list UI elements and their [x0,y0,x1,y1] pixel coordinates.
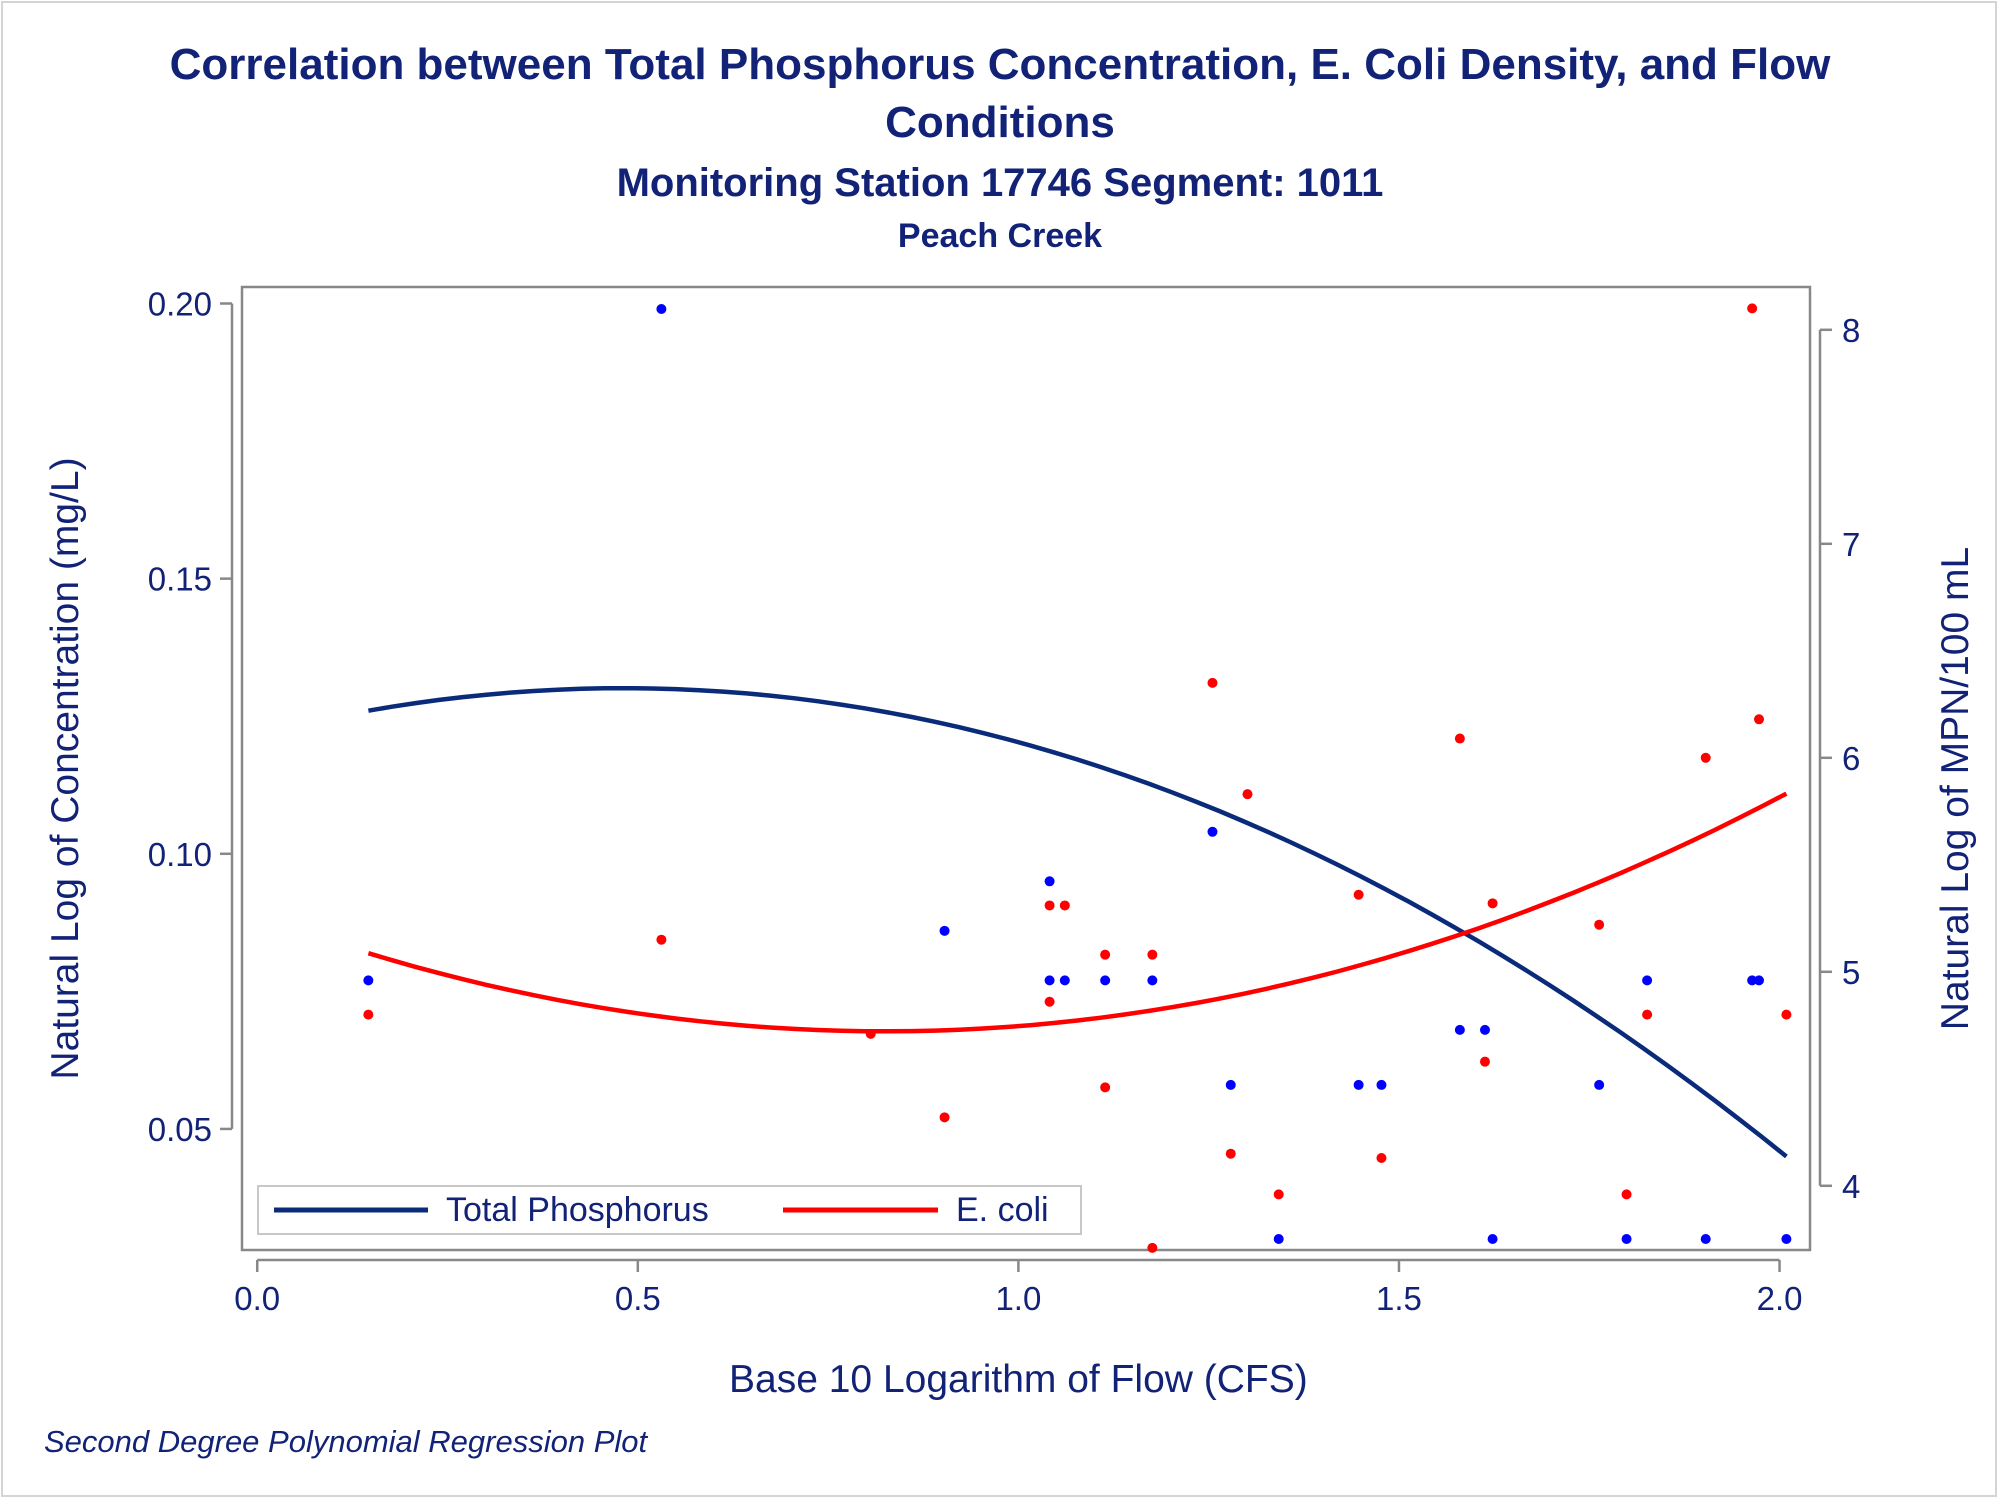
ecoli-point [1100,949,1111,960]
chart-title: Correlation between Total Phosphorus Con… [169,40,1831,147]
phosphorus-point [1353,1079,1364,1090]
ecoli-point [1353,889,1364,900]
phosphorus-point [1044,876,1055,887]
phosphorus-point [1747,975,1758,986]
phosphorus-point [363,975,374,986]
phosphorus-point [1207,826,1218,837]
phosphorus-point [1700,1233,1711,1244]
ecoli-point [1454,733,1465,744]
ecoli-point [1147,1242,1158,1253]
ecoli-point [1487,898,1498,909]
phosphorus-point [1781,1233,1792,1244]
y-left-tick-label: 0.05 [148,1111,212,1148]
legend-phosphorus-label: Total Phosphorus [446,1191,709,1229]
x-tick-label: 0.0 [234,1280,280,1317]
ecoli-point [1594,919,1605,930]
y-left-tick-label: 0.15 [148,561,212,598]
ecoli-point [363,1009,374,1020]
y-left-axis-label: Natural Log of Concentration (mg/L) [44,457,87,1079]
ecoli-point [1747,303,1758,314]
ecoli-point [1642,1009,1653,1020]
data-marks [363,303,1792,1253]
legend-ecoli-label: E. coli [956,1191,1049,1229]
plot-area-border [240,285,1812,1252]
ecoli-point [865,1028,876,1039]
ecoli-point [1621,1189,1632,1200]
phosphorus-point [1376,1079,1387,1090]
phosphorus-point [1754,975,1765,986]
y-right-tick-label: 8 [1842,312,1860,349]
x-axis-label: Base 10 Logarithm of Flow (CFS) [729,1358,1308,1401]
ecoli-point [1059,900,1070,911]
phosphorus-point [1487,1233,1498,1244]
y-right-axis-label: Natural Log of MPN/100 mL [1934,547,1977,1030]
y-right-tick-label: 4 [1842,1168,1860,1205]
x-tick-label: 1.0 [995,1280,1041,1317]
y-right-tick-label: 7 [1842,526,1860,563]
ecoli-point [1207,677,1218,688]
ecoli-point [1044,900,1055,911]
phosphorus-point [1273,1233,1284,1244]
ecoli-point [1147,949,1158,960]
ecoli-point [939,1112,950,1123]
phosphorus-point [1044,975,1055,986]
phosphorus-point [1454,1024,1465,1035]
ecoli-point [1273,1189,1284,1200]
ecoli-point [1376,1152,1387,1163]
phosphorus-fit-line [368,685,1788,1159]
ecoli-point [1100,1082,1111,1093]
chart-subtitle: Monitoring Station 17746 Segment: 1011 [616,161,1384,205]
y-right-tick-label: 6 [1842,740,1860,777]
ecoli-point [1242,789,1253,800]
phosphorus-point [1594,1079,1605,1090]
legend: Total Phosphorus E. coli [257,1185,1082,1235]
y-left-tick-label: 0.20 [148,286,212,323]
chart-subtitle-2: Peach Creek [897,217,1103,255]
x-tick-label: 1.5 [1376,1280,1422,1317]
ecoli-point [1781,1009,1792,1020]
phosphorus-point [656,304,667,315]
phosphorus-point [1100,975,1111,986]
x-tick-label: 0.5 [615,1280,661,1317]
ecoli-point [1044,996,1055,1007]
ecoli-point [1754,714,1765,725]
phosphorus-point [1621,1233,1632,1244]
y-left-tick-label: 0.10 [148,836,212,873]
title-block: Correlation between Total Phosphorus Con… [0,36,2000,260]
phosphorus-point [1225,1079,1236,1090]
y-right-tick-label: 5 [1842,954,1860,991]
ecoli-point [1700,752,1711,763]
axes: 0.0 0.5 1.0 1.5 2.0 0.05 0.10 0.15 0.20 4 5 6 7 8 Base… [44,286,1977,1401]
phosphorus-point [939,925,950,936]
ecoli-point [1479,1056,1490,1067]
footnote: Second Degree Polynomial Regression Plot [44,1424,648,1459]
x-tick-label: 2.0 [1757,1280,1803,1317]
phosphorus-point [1479,1024,1490,1035]
ecoli-point [1225,1148,1236,1159]
phosphorus-point [1059,975,1070,986]
phosphorus-point [1642,975,1653,986]
ecoli-fit-line [367,791,1788,1034]
phosphorus-point [1147,975,1158,986]
ecoli-point [656,934,667,945]
